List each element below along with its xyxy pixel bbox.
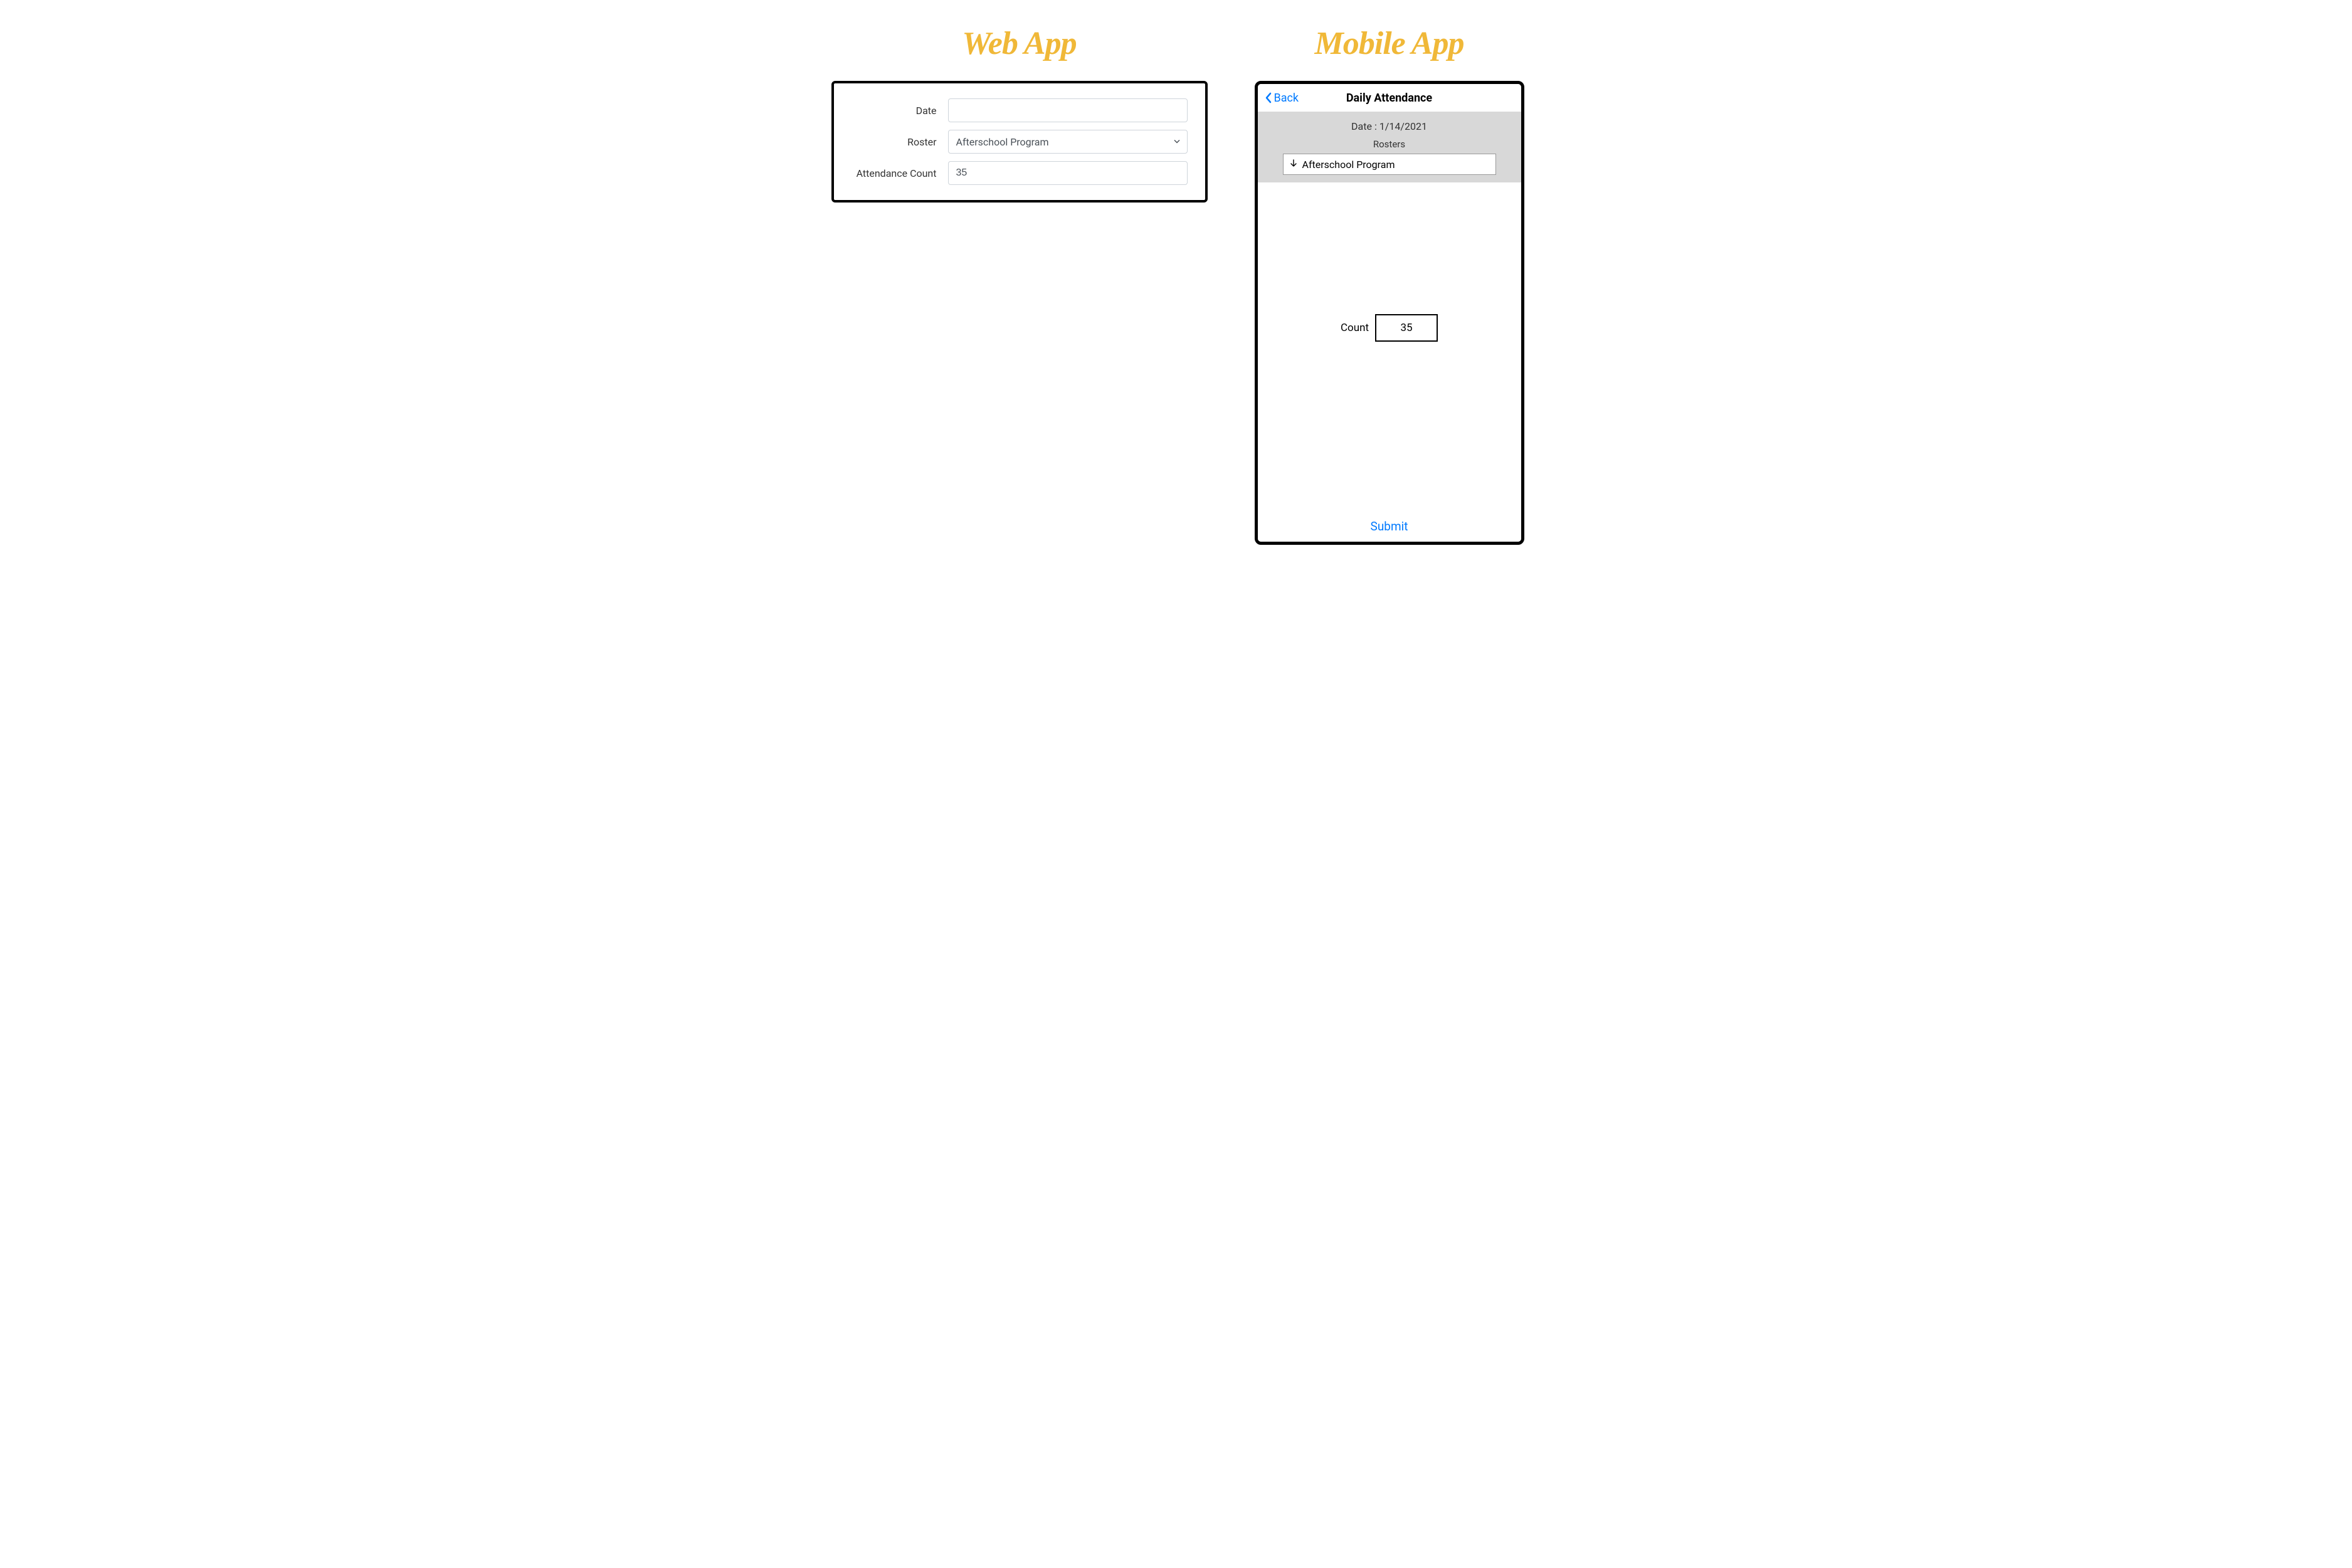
submit-button[interactable]: Submit [1371,519,1408,534]
chevron-down-icon [1173,136,1181,148]
rosters-selected-value: Afterschool Program [1302,159,1395,171]
mobile-screen: Back Daily Attendance Date : 1/14/2021 R… [1255,81,1524,545]
date-value-mobile: 1/14/2021 [1379,120,1427,132]
roster-select[interactable]: Afterschool Program [948,130,1188,154]
chevron-left-icon [1264,92,1273,104]
mobile-navbar: Back Daily Attendance [1258,84,1521,112]
count-label: Attendance Count [841,167,948,179]
screen-title: Daily Attendance [1346,92,1432,105]
count-input[interactable] [948,161,1188,185]
arrow-down-icon [1290,159,1297,171]
date-label-mobile: Date : [1351,120,1377,132]
web-form-panel: Date Roster Afterschool Program Attendan… [831,81,1208,203]
count-input-mobile[interactable]: 35 [1375,314,1438,342]
mobile-header-section: Date : 1/14/2021 Rosters Afterschool Pro… [1258,112,1521,182]
web-heading: Web App [962,25,1076,62]
mobile-body: Count 35 [1258,182,1521,510]
back-label: Back [1274,92,1299,105]
mobile-heading: Mobile App [1315,25,1464,62]
roster-label: Roster [841,136,948,148]
web-column: Web App Date Roster Afterschool Program … [825,25,1214,203]
comparison-container: Web App Date Roster Afterschool Program … [38,25,2314,545]
date-label: Date [841,105,948,117]
count-row: Attendance Count [841,161,1188,185]
mobile-column: Mobile App Back Daily Attendance Date : … [1252,25,1527,545]
date-line: Date : 1/14/2021 [1264,120,1515,132]
date-row: Date [841,98,1188,122]
roster-selected-value: Afterschool Program [956,136,1049,148]
count-label-mobile: Count [1341,322,1369,334]
date-input[interactable] [948,98,1188,122]
rosters-select[interactable]: Afterschool Program [1283,154,1496,175]
mobile-footer: Submit [1258,510,1521,542]
rosters-label: Rosters [1264,139,1515,150]
back-button[interactable]: Back [1264,92,1299,105]
roster-row: Roster Afterschool Program [841,130,1188,154]
count-row-mobile: Count 35 [1341,314,1438,342]
